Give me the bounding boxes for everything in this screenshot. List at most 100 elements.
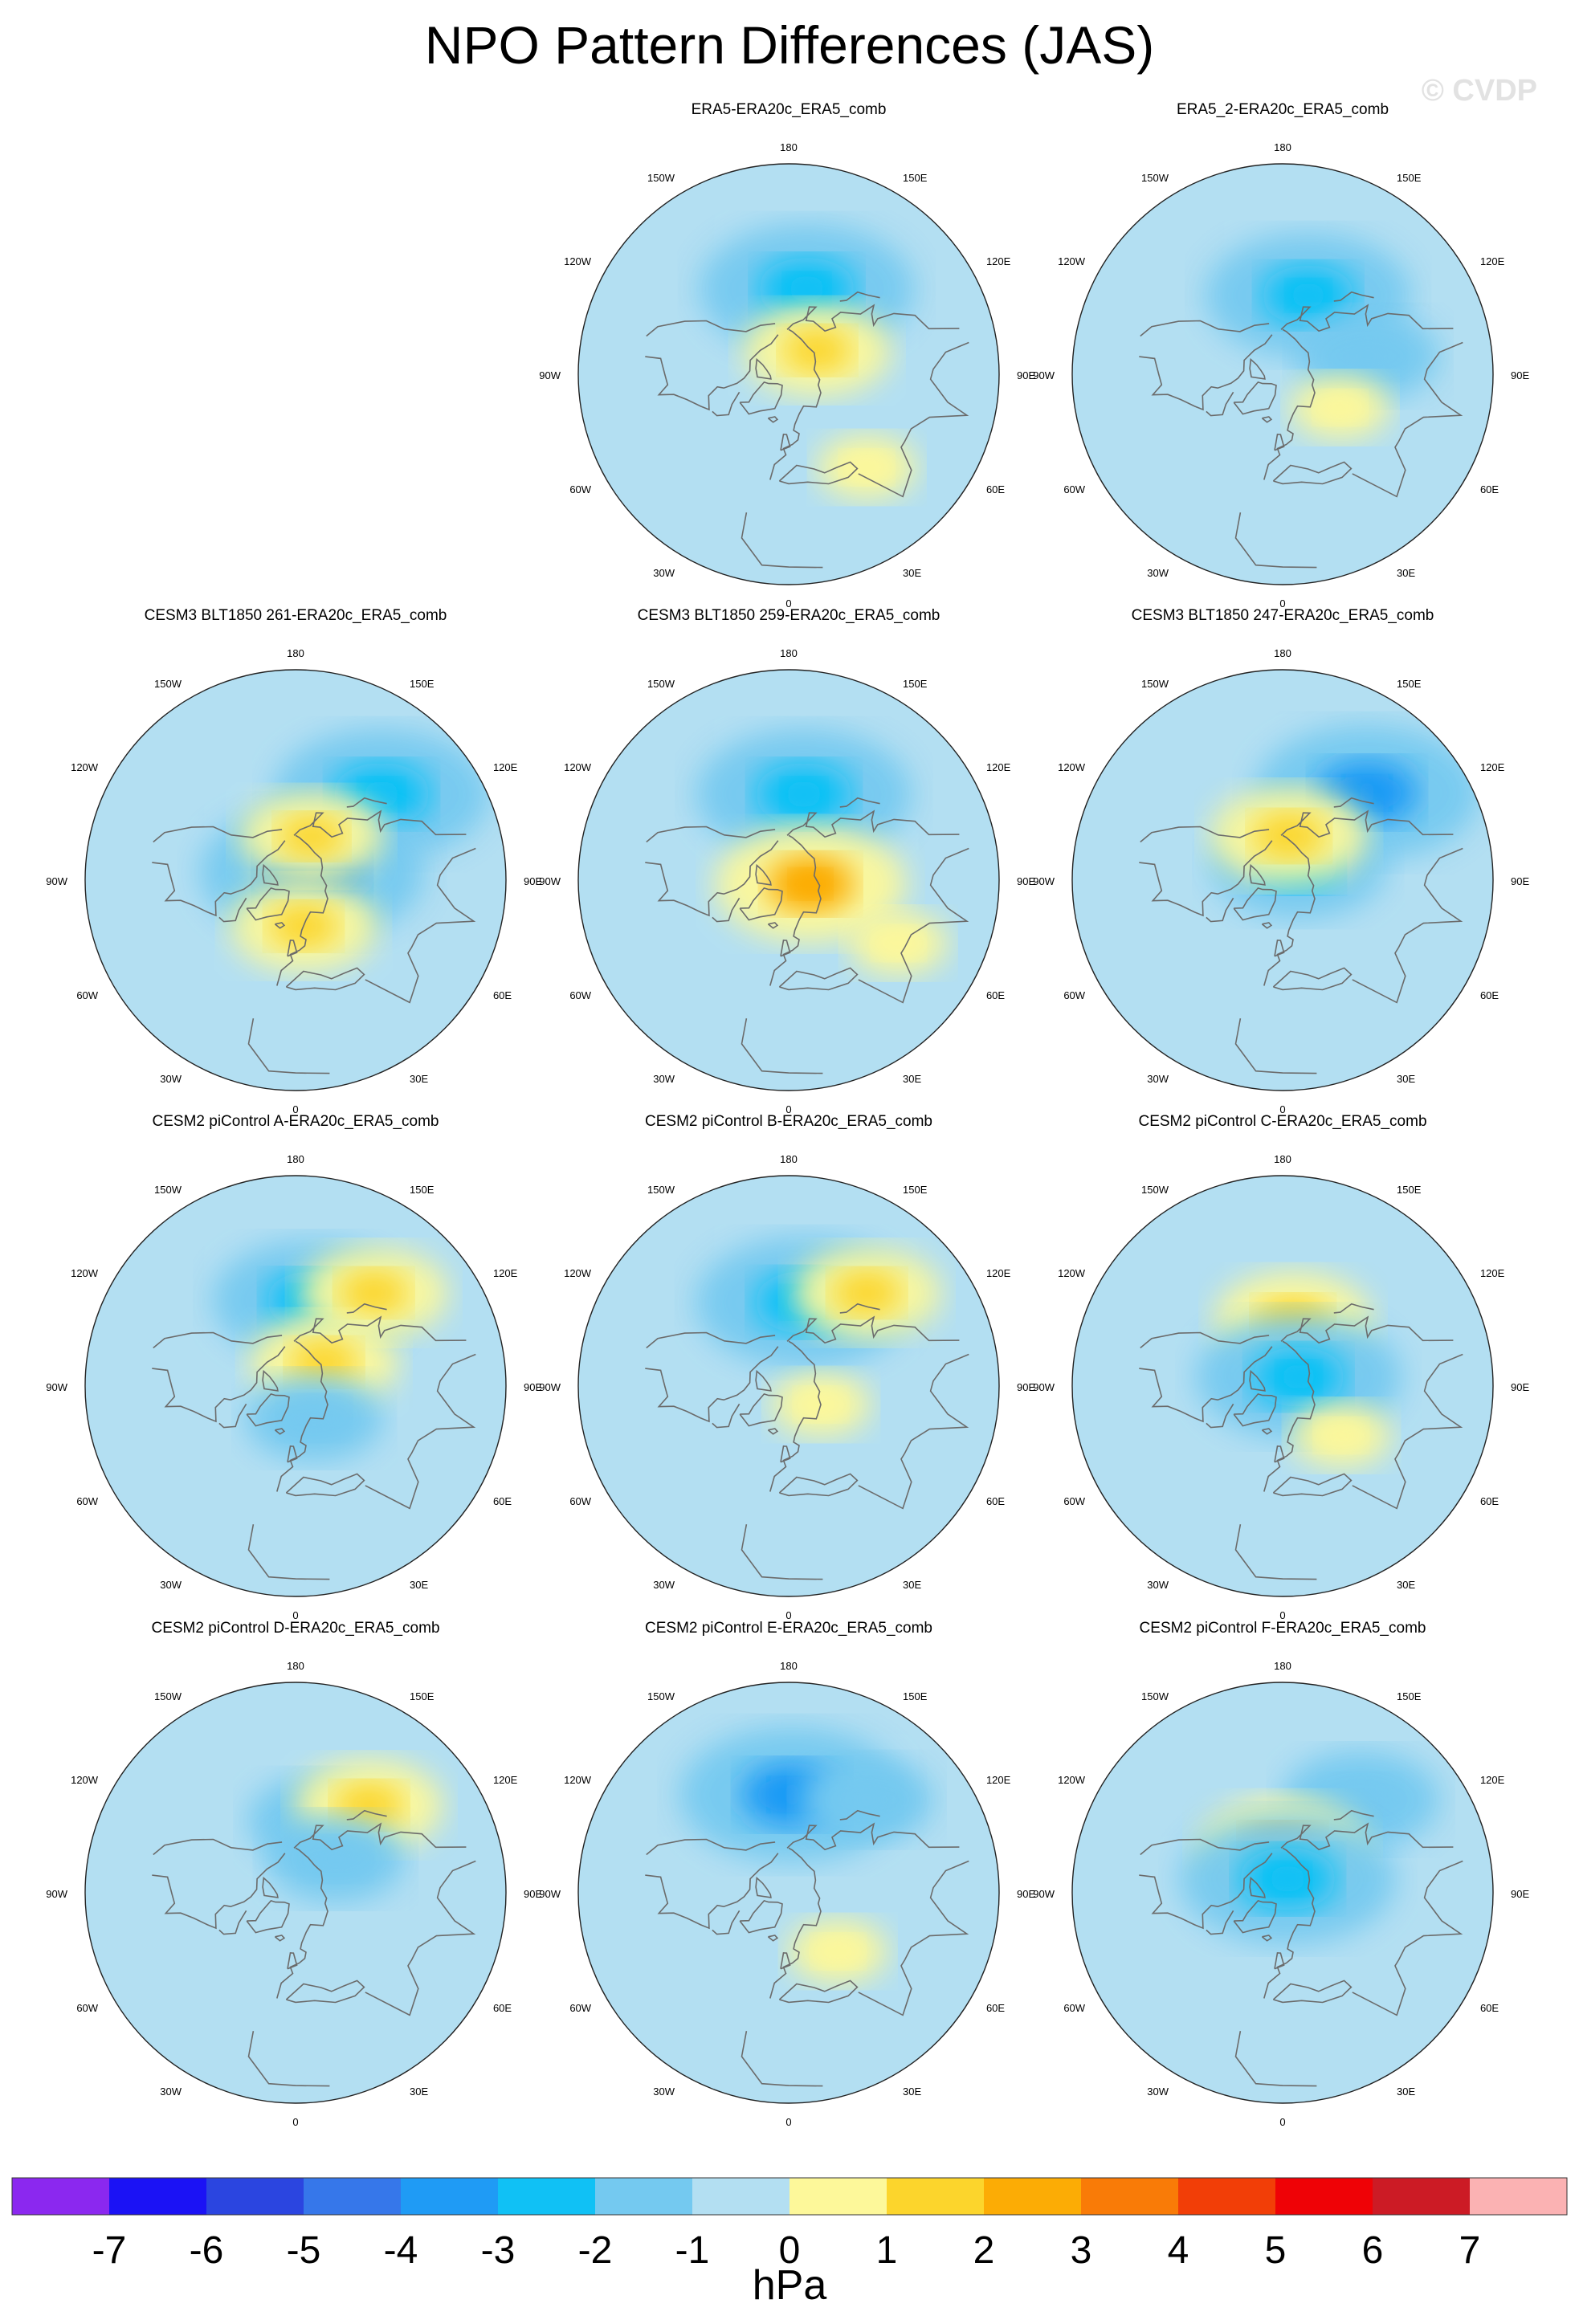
longitude-label: 30E <box>410 1579 428 1591</box>
colorbar-tick-label: 7 <box>1459 2229 1481 2272</box>
longitude-label: 60W <box>76 1495 98 1507</box>
longitude-label: 120W <box>1058 1774 1086 1786</box>
colorbar-segment <box>887 2178 984 2215</box>
anomaly-core <box>1252 812 1326 860</box>
longitude-label: 30E <box>1397 2085 1415 2098</box>
longitude-label: 90E <box>1511 1888 1529 1900</box>
coastline <box>1272 461 1353 485</box>
anomaly-peak <box>1267 1863 1309 1894</box>
longitude-label: 60W <box>569 483 591 495</box>
coastline <box>741 2031 823 2087</box>
longitude-label: 90W <box>46 1381 67 1393</box>
anomaly-core <box>1317 1419 1365 1452</box>
coastline <box>1280 1822 1454 1851</box>
coastline <box>293 1315 467 1344</box>
coastline <box>1139 1853 1273 1930</box>
longitude-label: 120W <box>71 1774 99 1786</box>
map-border <box>84 1175 507 1597</box>
colorbar-tick-label: -6 <box>190 2229 224 2272</box>
coastline <box>365 1860 476 2016</box>
longitude-label: 60E <box>1480 1495 1499 1507</box>
coastline <box>755 1369 772 1392</box>
longitude-label: 180 <box>287 647 304 659</box>
coastline <box>246 1899 290 1934</box>
coastline <box>755 1876 772 1898</box>
colorbar-unit-label: hPa <box>752 2262 827 2309</box>
coastline <box>246 887 290 921</box>
longitude-label: 150E <box>903 678 928 690</box>
panel-title: CESM2 piControl A-ERA20c_ERA5_comb <box>153 1113 439 1130</box>
longitude-label: 150E <box>1397 1184 1422 1196</box>
coastline <box>646 826 776 843</box>
longitude-label: 30E <box>1397 1073 1415 1085</box>
longitude-label: 120W <box>564 1774 592 1786</box>
longitude-label: 120E <box>493 1267 518 1279</box>
longitude-label: 30E <box>410 1073 428 1085</box>
coastline <box>1352 847 1463 1004</box>
longitude-label: 150E <box>410 1690 435 1702</box>
coastline <box>218 1910 247 1935</box>
colorbar-segment <box>1470 2178 1567 2215</box>
coastline <box>1233 1392 1277 1427</box>
colorbar-segment <box>401 2178 498 2215</box>
longitude-label: 60E <box>1480 989 1499 1001</box>
longitude-label: 150E <box>1397 1690 1422 1702</box>
panel-title: CESM2 piControl F-ERA20c_ERA5_comb <box>1140 1620 1426 1637</box>
longitude-label: 30W <box>653 567 675 579</box>
coastline <box>839 797 880 808</box>
longitude-label: 180 <box>287 1153 304 1165</box>
anomaly-peak <box>1278 1362 1320 1392</box>
longitude-label: 30E <box>903 1579 921 1591</box>
longitude-label: 0 <box>292 2116 298 2128</box>
longitude-label: 90W <box>539 875 561 887</box>
coastline <box>1140 1331 1270 1349</box>
panel-title: CESM3 BLT1850 259-ERA20c_ERA5_comb <box>638 607 940 624</box>
coastline <box>712 1403 741 1429</box>
coastline <box>287 1445 298 1463</box>
coastline <box>247 2031 330 2087</box>
coastline <box>365 1353 476 1510</box>
longitude-label: 120W <box>564 761 592 773</box>
anomaly-core <box>289 1339 359 1385</box>
map-panel: CESM2 piControl E-ERA20c_ERA5_comb 180 150… <box>539 1620 1035 2128</box>
longitude-label: 90W <box>46 1888 67 1900</box>
colorbar-frame <box>11 2177 1568 2216</box>
coastline <box>274 1935 286 1942</box>
anomaly-core <box>339 1270 409 1315</box>
longitude-label: 0 <box>292 1103 298 1115</box>
longitude-label: 150W <box>1141 172 1169 184</box>
longitude-label: 30W <box>653 2085 675 2098</box>
anomaly-peak <box>782 779 825 810</box>
longitude-label: 30W <box>160 2085 182 2098</box>
coastline <box>778 461 859 485</box>
coastline <box>739 381 783 415</box>
coastline <box>1352 1353 1463 1510</box>
coastline <box>778 1979 859 2004</box>
map-border <box>1071 1175 1494 1597</box>
coastline <box>365 847 476 1004</box>
coastline <box>1249 1876 1266 1898</box>
map-panel: CESM3 BLT1850 259-ERA20c_ERA5_comb 180 150… <box>539 607 1035 1115</box>
coastline <box>1233 887 1277 921</box>
map-panel: CESM3 BLT1850 261-ERA20c_ERA5_comb 180 150… <box>46 607 542 1115</box>
longitude-label: 180 <box>1274 1153 1291 1165</box>
coastline <box>858 1353 969 1510</box>
anomaly-core <box>1316 391 1365 424</box>
longitude-label: 60E <box>986 1495 1005 1507</box>
anomaly-core <box>835 1779 899 1820</box>
longitude-label: 120W <box>71 761 99 773</box>
panel-title: ERA5_2-ERA20c_ERA5_comb <box>1177 101 1389 118</box>
map-border <box>577 163 1000 585</box>
longitude-label: 60W <box>569 989 591 1001</box>
anomaly-core <box>814 1935 863 1967</box>
longitude-label: 60W <box>1063 989 1085 1001</box>
longitude-label: 150W <box>1141 1184 1169 1196</box>
longitude-label: 120E <box>493 761 518 773</box>
coastline <box>1139 1346 1273 1423</box>
coastline <box>786 304 960 332</box>
longitude-label: 150W <box>647 172 675 184</box>
colorbar-segment <box>692 2178 790 2215</box>
longitude-label: 150W <box>647 678 675 690</box>
coastline <box>247 1524 330 1580</box>
panel-title: CESM2 piControl D-ERA20c_ERA5_comb <box>151 1620 439 1637</box>
